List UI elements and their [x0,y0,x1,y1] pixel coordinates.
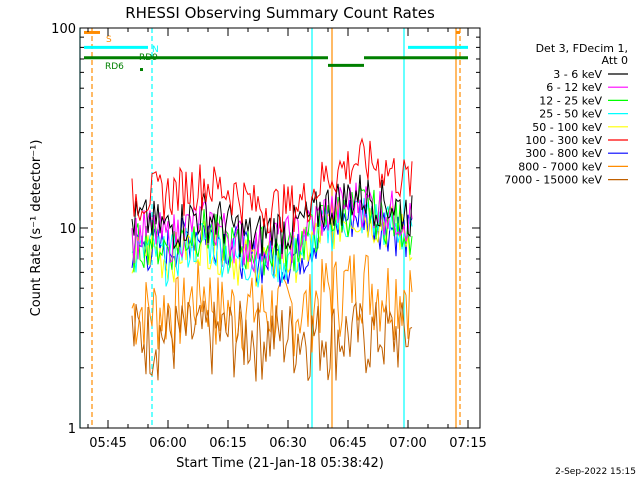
legend-header: Att 0 [602,54,628,67]
footer-timestamp: 2-Sep-2022 15:15 [555,467,636,477]
legend-entry-label: 800 - 7000 keV [518,160,602,173]
legend-entry-label: 12 - 25 keV [539,94,602,107]
series-trace-800-7000-keV [131,254,413,357]
legend-entry-label: 25 - 50 keV [539,108,602,121]
legend-entry-label: 100 - 300 keV [525,134,602,147]
y-axis-label: Count Rate (s⁻¹ detector⁻¹) [29,140,44,317]
y-tick-label: 100 [51,22,76,37]
x-tick-label: 05:45 [89,436,126,451]
series-trace-100-300-keV [131,137,413,234]
y-tick-label: 10 [59,222,76,237]
legend-header: Det 3, FDecim 1, [536,42,628,55]
flag-label: RD6 [105,62,124,72]
x-axis: 05:45 06:00 06:15 06:30 06:45 07:00 07:15 [87,28,487,451]
x-tick-label: 06:30 [269,436,306,451]
legend-entry-label: 7000 - 15000 keV [504,174,602,187]
series-trace-6-12-keV [131,182,413,274]
flag-label: S [106,35,112,45]
x-axis-label: Start Time (21-Jan-18 05:38:42) [176,456,384,471]
x-tick-label: 07:00 [389,436,426,451]
legend-entry-label: 6 - 12 keV [546,81,602,94]
x-tick-label: 06:00 [149,436,186,451]
y-axis: 1 10 100 [51,22,480,437]
x-tick-label: 07:15 [449,436,486,451]
series-trace-7000-15000-keV [131,300,413,382]
series-trace-3-6-keV [131,174,413,258]
flag-label: RD9 [139,53,158,63]
x-tick-label: 06:45 [329,436,366,451]
legend-entry-label: 50 - 100 keV [532,121,602,134]
flag-label: N [152,45,159,55]
y-tick-label: 1 [68,422,76,437]
chart-title: RHESSI Observing Summary Count Rates [125,4,435,22]
legend-entry-label: 3 - 6 keV [553,68,602,81]
x-tick-label: 06:15 [209,436,246,451]
legend-entry-label: 300 - 800 keV [525,147,602,160]
